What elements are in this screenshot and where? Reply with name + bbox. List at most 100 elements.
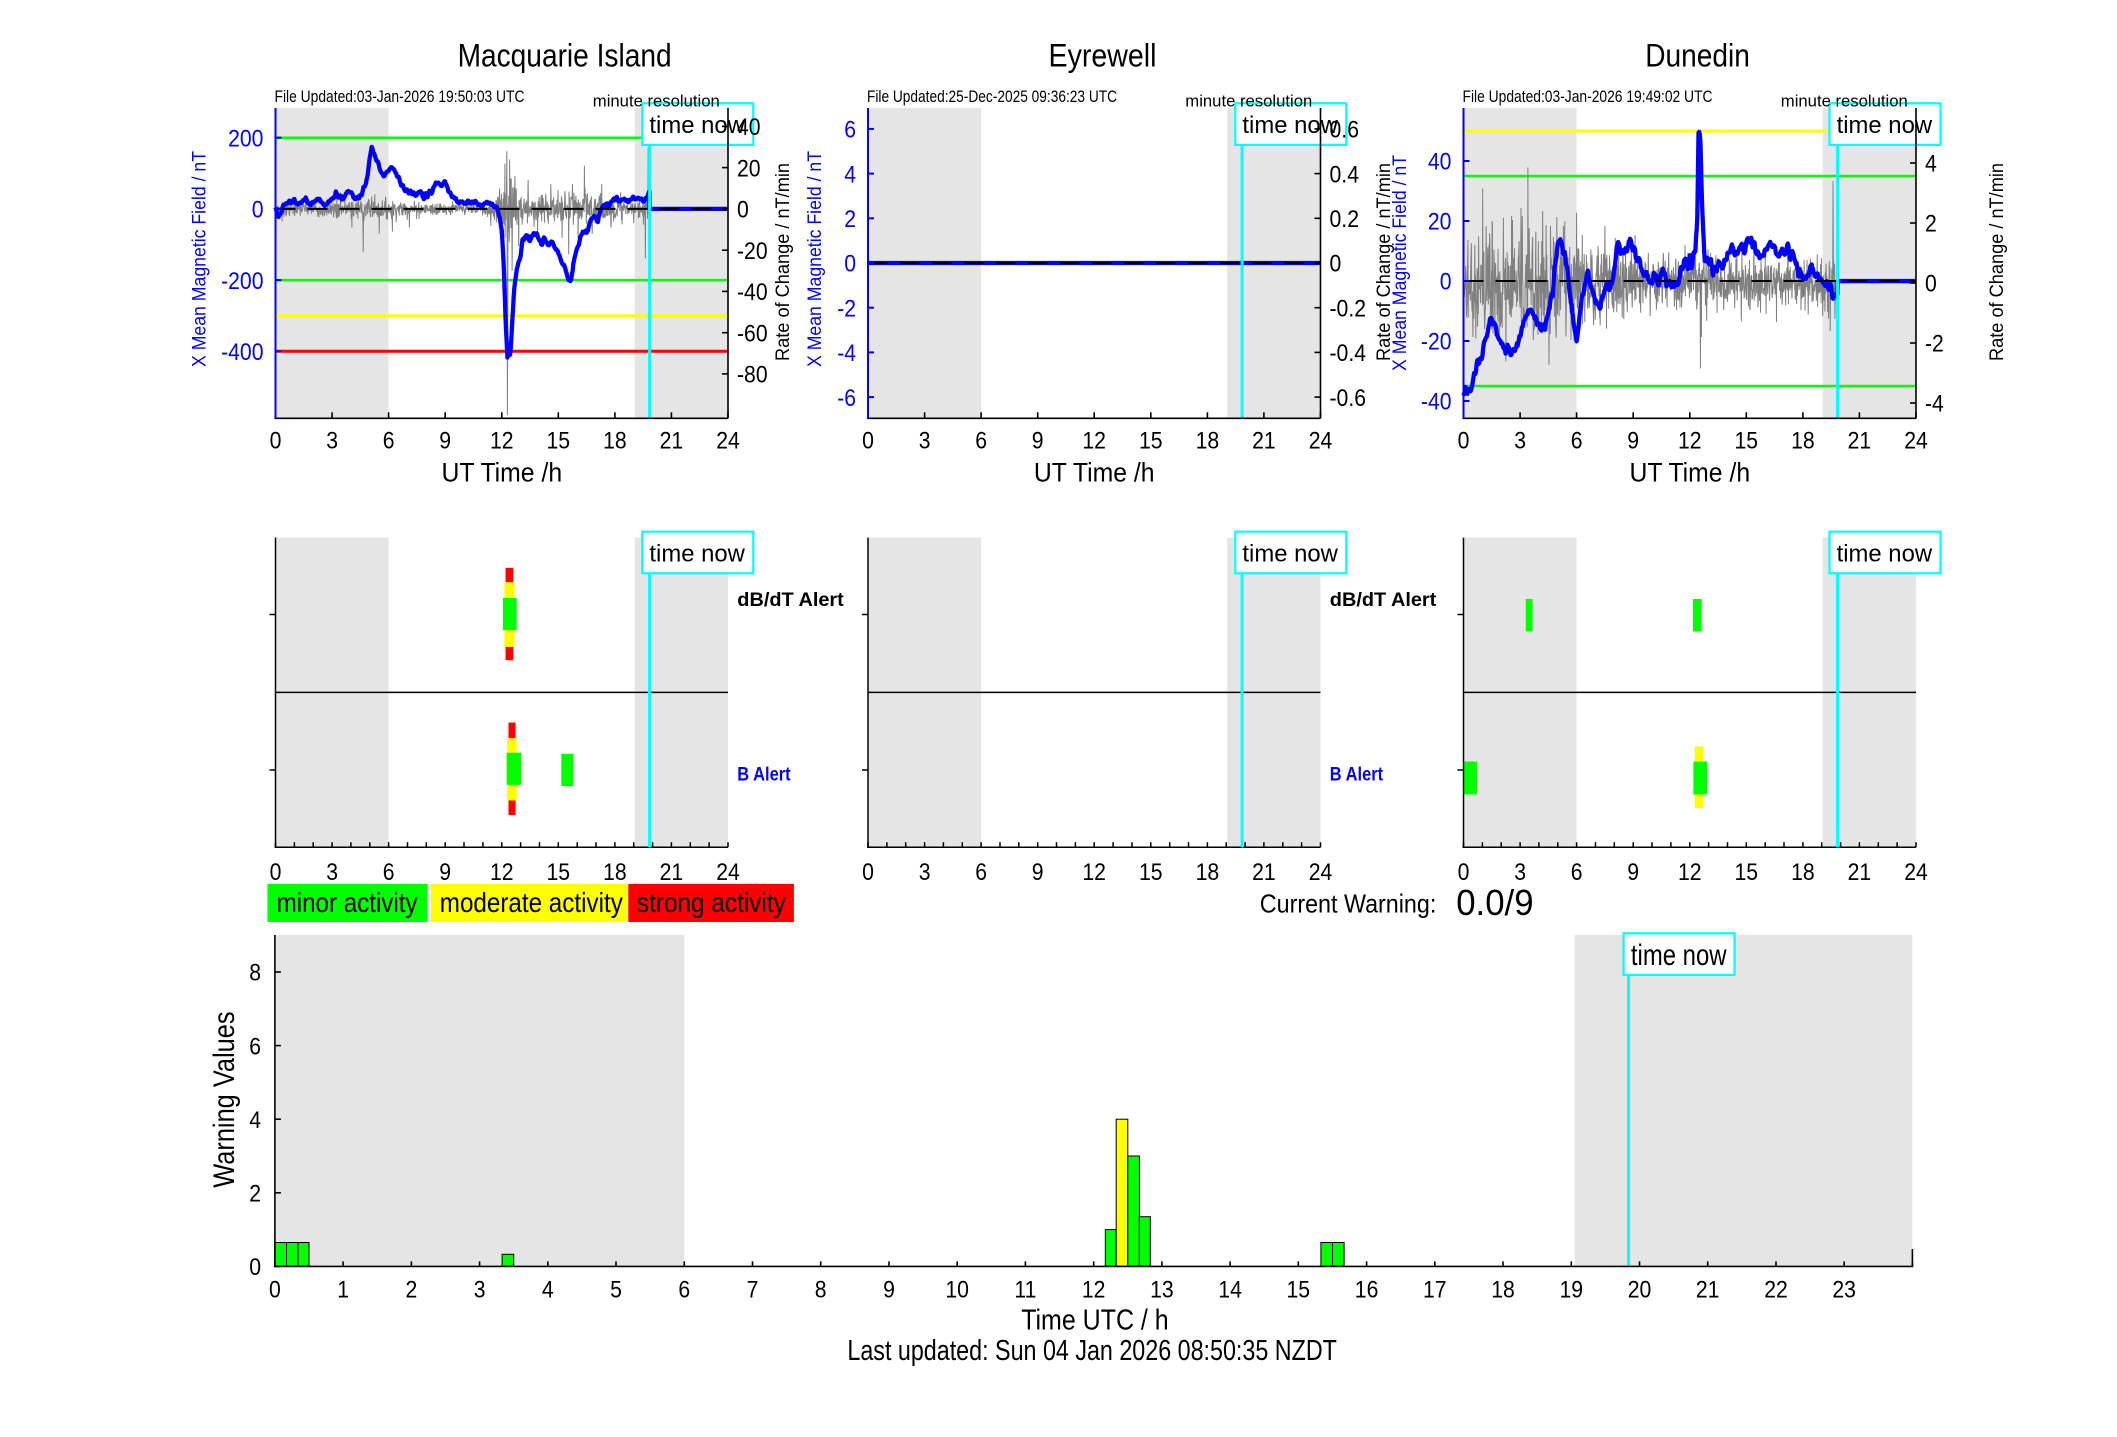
svg-text:UT Time /h: UT Time /h [1630, 458, 1751, 488]
svg-text:Eyrewell: Eyrewell [1049, 37, 1157, 73]
svg-text:11: 11 [1014, 1276, 1036, 1303]
svg-text:minute resolution: minute resolution [1185, 93, 1312, 111]
svg-text:9: 9 [1627, 859, 1639, 886]
svg-text:time now: time now [649, 540, 745, 567]
svg-text:6: 6 [975, 428, 987, 455]
svg-text:15: 15 [1735, 428, 1759, 455]
svg-text:0: 0 [862, 428, 874, 455]
svg-text:13: 13 [1150, 1276, 1174, 1303]
svg-text:-0.2: -0.2 [1330, 295, 1367, 322]
svg-text:9: 9 [439, 428, 451, 455]
svg-text:12: 12 [1082, 1276, 1106, 1303]
svg-text:-80: -80 [737, 362, 768, 389]
svg-text:-400: -400 [221, 339, 263, 366]
svg-text:16: 16 [1355, 1276, 1379, 1303]
svg-text:15: 15 [1735, 859, 1759, 886]
svg-text:minute resolution: minute resolution [593, 93, 720, 111]
svg-text:0.2: 0.2 [1330, 206, 1360, 233]
svg-text:0.6: 0.6 [1330, 117, 1360, 144]
svg-text:X Mean Magnetic Field / nT: X Mean Magnetic Field / nT [1390, 155, 1411, 371]
svg-text:12: 12 [490, 859, 514, 886]
svg-text:Current Warning:: Current Warning: [1260, 889, 1437, 919]
svg-text:18: 18 [1491, 1276, 1515, 1303]
svg-text:0: 0 [737, 197, 749, 224]
svg-text:18: 18 [603, 428, 627, 455]
svg-text:X Mean Magnetic Field / nT: X Mean Magnetic Field / nT [805, 151, 826, 367]
svg-text:Dunedin: Dunedin [1645, 37, 1750, 73]
svg-text:6: 6 [1571, 859, 1583, 886]
svg-text:9: 9 [439, 859, 451, 886]
svg-text:24: 24 [1904, 428, 1928, 455]
svg-text:0: 0 [844, 251, 856, 278]
svg-text:15: 15 [1139, 859, 1163, 886]
svg-text:20: 20 [1428, 209, 1452, 236]
svg-text:24: 24 [1309, 859, 1333, 886]
svg-text:-4: -4 [837, 340, 856, 367]
svg-text:15: 15 [547, 428, 571, 455]
svg-text:time now: time now [1242, 540, 1338, 567]
svg-text:9: 9 [1032, 428, 1044, 455]
svg-text:minor activity: minor activity [277, 887, 418, 918]
svg-text:0: 0 [270, 859, 282, 886]
svg-text:1: 1 [337, 1276, 349, 1303]
svg-text:6: 6 [678, 1276, 690, 1303]
svg-text:-0.4: -0.4 [1330, 340, 1367, 367]
svg-text:0: 0 [1440, 269, 1452, 296]
svg-text:40: 40 [737, 114, 761, 141]
svg-text:File Updated:03-Jan-2026 19:50: File Updated:03-Jan-2026 19:50:03 UTC [275, 88, 525, 106]
svg-text:3: 3 [919, 428, 931, 455]
svg-text:15: 15 [1139, 428, 1163, 455]
svg-text:6: 6 [249, 1033, 261, 1060]
svg-text:0.4: 0.4 [1330, 161, 1360, 188]
svg-text:9: 9 [883, 1276, 895, 1303]
svg-text:6: 6 [975, 859, 987, 886]
svg-text:2: 2 [1925, 211, 1937, 238]
svg-text:3: 3 [919, 859, 931, 886]
svg-text:12: 12 [490, 428, 514, 455]
svg-text:0: 0 [1330, 251, 1342, 278]
svg-text:18: 18 [603, 859, 627, 886]
svg-text:3: 3 [474, 1276, 486, 1303]
svg-text:21: 21 [660, 428, 684, 455]
svg-text:minute resolution: minute resolution [1781, 93, 1908, 111]
svg-text:15: 15 [1287, 1276, 1311, 1303]
svg-text:UT Time /h: UT Time /h [1034, 458, 1155, 488]
svg-text:6: 6 [844, 117, 856, 144]
svg-text:0: 0 [862, 859, 874, 886]
svg-text:21: 21 [1252, 859, 1276, 886]
svg-text:6: 6 [383, 428, 395, 455]
svg-text:18: 18 [1791, 859, 1815, 886]
svg-text:8: 8 [249, 960, 261, 987]
svg-text:24: 24 [716, 428, 740, 455]
svg-text:23: 23 [1832, 1276, 1856, 1303]
svg-text:3: 3 [326, 428, 338, 455]
svg-text:time now: time now [1837, 540, 1933, 567]
svg-text:24: 24 [1309, 428, 1333, 455]
svg-text:21: 21 [1848, 859, 1872, 886]
svg-text:4: 4 [1925, 151, 1937, 178]
svg-text:20: 20 [737, 155, 761, 182]
svg-text:0: 0 [252, 197, 264, 224]
svg-text:X Mean Magnetic Field / nT: X Mean Magnetic Field / nT [190, 151, 211, 367]
svg-text:5: 5 [610, 1276, 622, 1303]
svg-text:24: 24 [716, 859, 740, 886]
svg-text:2: 2 [406, 1276, 418, 1303]
svg-text:Last updated: Sun 04 Jan 2026: Last updated: Sun 04 Jan 2026 08:50:35 N… [847, 1335, 1337, 1367]
svg-text:200: 200 [228, 125, 263, 152]
svg-text:21: 21 [1848, 428, 1872, 455]
svg-text:moderate activity: moderate activity [440, 887, 623, 918]
svg-text:0: 0 [1458, 428, 1470, 455]
svg-text:Time UTC / h: Time UTC / h [1021, 1305, 1168, 1337]
svg-text:4: 4 [249, 1107, 261, 1134]
svg-text:12: 12 [1082, 428, 1106, 455]
svg-text:-20: -20 [1421, 329, 1452, 356]
svg-text:0: 0 [269, 1276, 281, 1303]
svg-text:19: 19 [1560, 1276, 1584, 1303]
svg-text:B Alert: B Alert [1330, 765, 1384, 786]
svg-text:10: 10 [945, 1276, 969, 1303]
svg-text:21: 21 [1696, 1276, 1720, 1303]
svg-text:time now: time now [649, 112, 745, 139]
svg-text:0.0/9: 0.0/9 [1456, 882, 1533, 923]
svg-text:dB/dT Alert: dB/dT Alert [737, 590, 844, 611]
svg-text:-20: -20 [737, 238, 768, 265]
